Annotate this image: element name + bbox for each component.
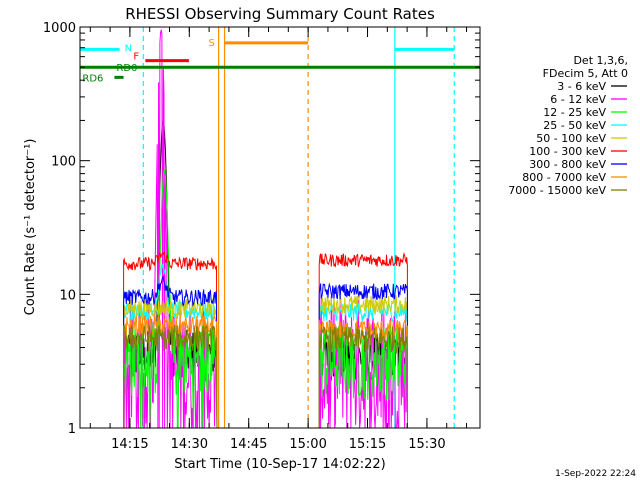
y-axis-label: Count Rate (s⁻¹ detector⁻¹) [23, 139, 38, 316]
legend-label-5: 100 - 300 keV [529, 145, 606, 158]
legend-label-2: 12 - 25 keV [543, 106, 606, 119]
x-tick-label-0: 14:15 [111, 437, 148, 452]
series-line-8-segment-1 [123, 324, 218, 429]
footer-timestamp: 1-Sep-2022 22:24 [555, 469, 636, 479]
legend-label-0: 3 - 6 keV [557, 80, 606, 93]
x-tick-label-1: 14:30 [171, 437, 208, 452]
flag-bars: NF S RD0 RD6 [80, 38, 480, 84]
flag-label-0: N [125, 43, 132, 54]
legend-label-6: 300 - 800 keV [529, 158, 606, 171]
series-lines [123, 29, 408, 429]
series-line-6-segment-1 [123, 274, 218, 429]
x-tick-label-4: 15:15 [349, 437, 386, 452]
x-tick-label-3: 15:00 [289, 437, 326, 452]
flag-label-5: RD6 [82, 73, 103, 84]
x-tick-label-2: 14:45 [230, 437, 267, 452]
legend-header-1: FDecim 5, Att 0 [543, 67, 628, 80]
series-line-8-segment-2 [318, 325, 408, 429]
series-line-5-segment-2 [318, 252, 408, 429]
y-tick-label-0: 1 [68, 422, 76, 437]
chart-title: RHESSI Observing Summary Count Rates [125, 5, 435, 23]
legend-label-4: 50 - 100 keV [536, 132, 606, 145]
series-line-6-segment-2 [318, 282, 408, 429]
legend-label-3: 25 - 50 keV [543, 119, 606, 132]
legend-label-1: 6 - 12 keV [550, 93, 606, 106]
legend-header-0: Det 1,3,6, [573, 54, 628, 67]
flag-label-3: S [209, 38, 215, 49]
x-tick-label-5: 15:30 [408, 437, 445, 452]
flag-label-2: F [133, 52, 139, 63]
legend-label-8: 7000 - 15000 keV [508, 184, 606, 197]
series-line-4-segment-1 [123, 298, 218, 429]
y-tick-label-1: 10 [59, 288, 76, 303]
legend-label-7: 800 - 7000 keV [522, 171, 606, 184]
series-line-4-segment-2 [318, 295, 408, 429]
series-line-7-segment-2 [318, 319, 408, 429]
flag-label-4: RD0 [116, 63, 137, 74]
vertical-markers [142, 27, 455, 428]
plot-frame [79, 26, 481, 429]
series-line-5-segment-1 [123, 251, 218, 429]
axes: 1 10 100 1000 14:15 14:30 14:45 15:00 15:15 15:30 [43, 21, 481, 452]
y-tick-label-3: 1000 [43, 21, 76, 36]
y-tick-label-2: 100 [51, 155, 76, 170]
x-axis-label: Start Time (10-Sep-17 14:02:22) [174, 457, 385, 472]
series-line-2-segment-2 [318, 322, 408, 429]
